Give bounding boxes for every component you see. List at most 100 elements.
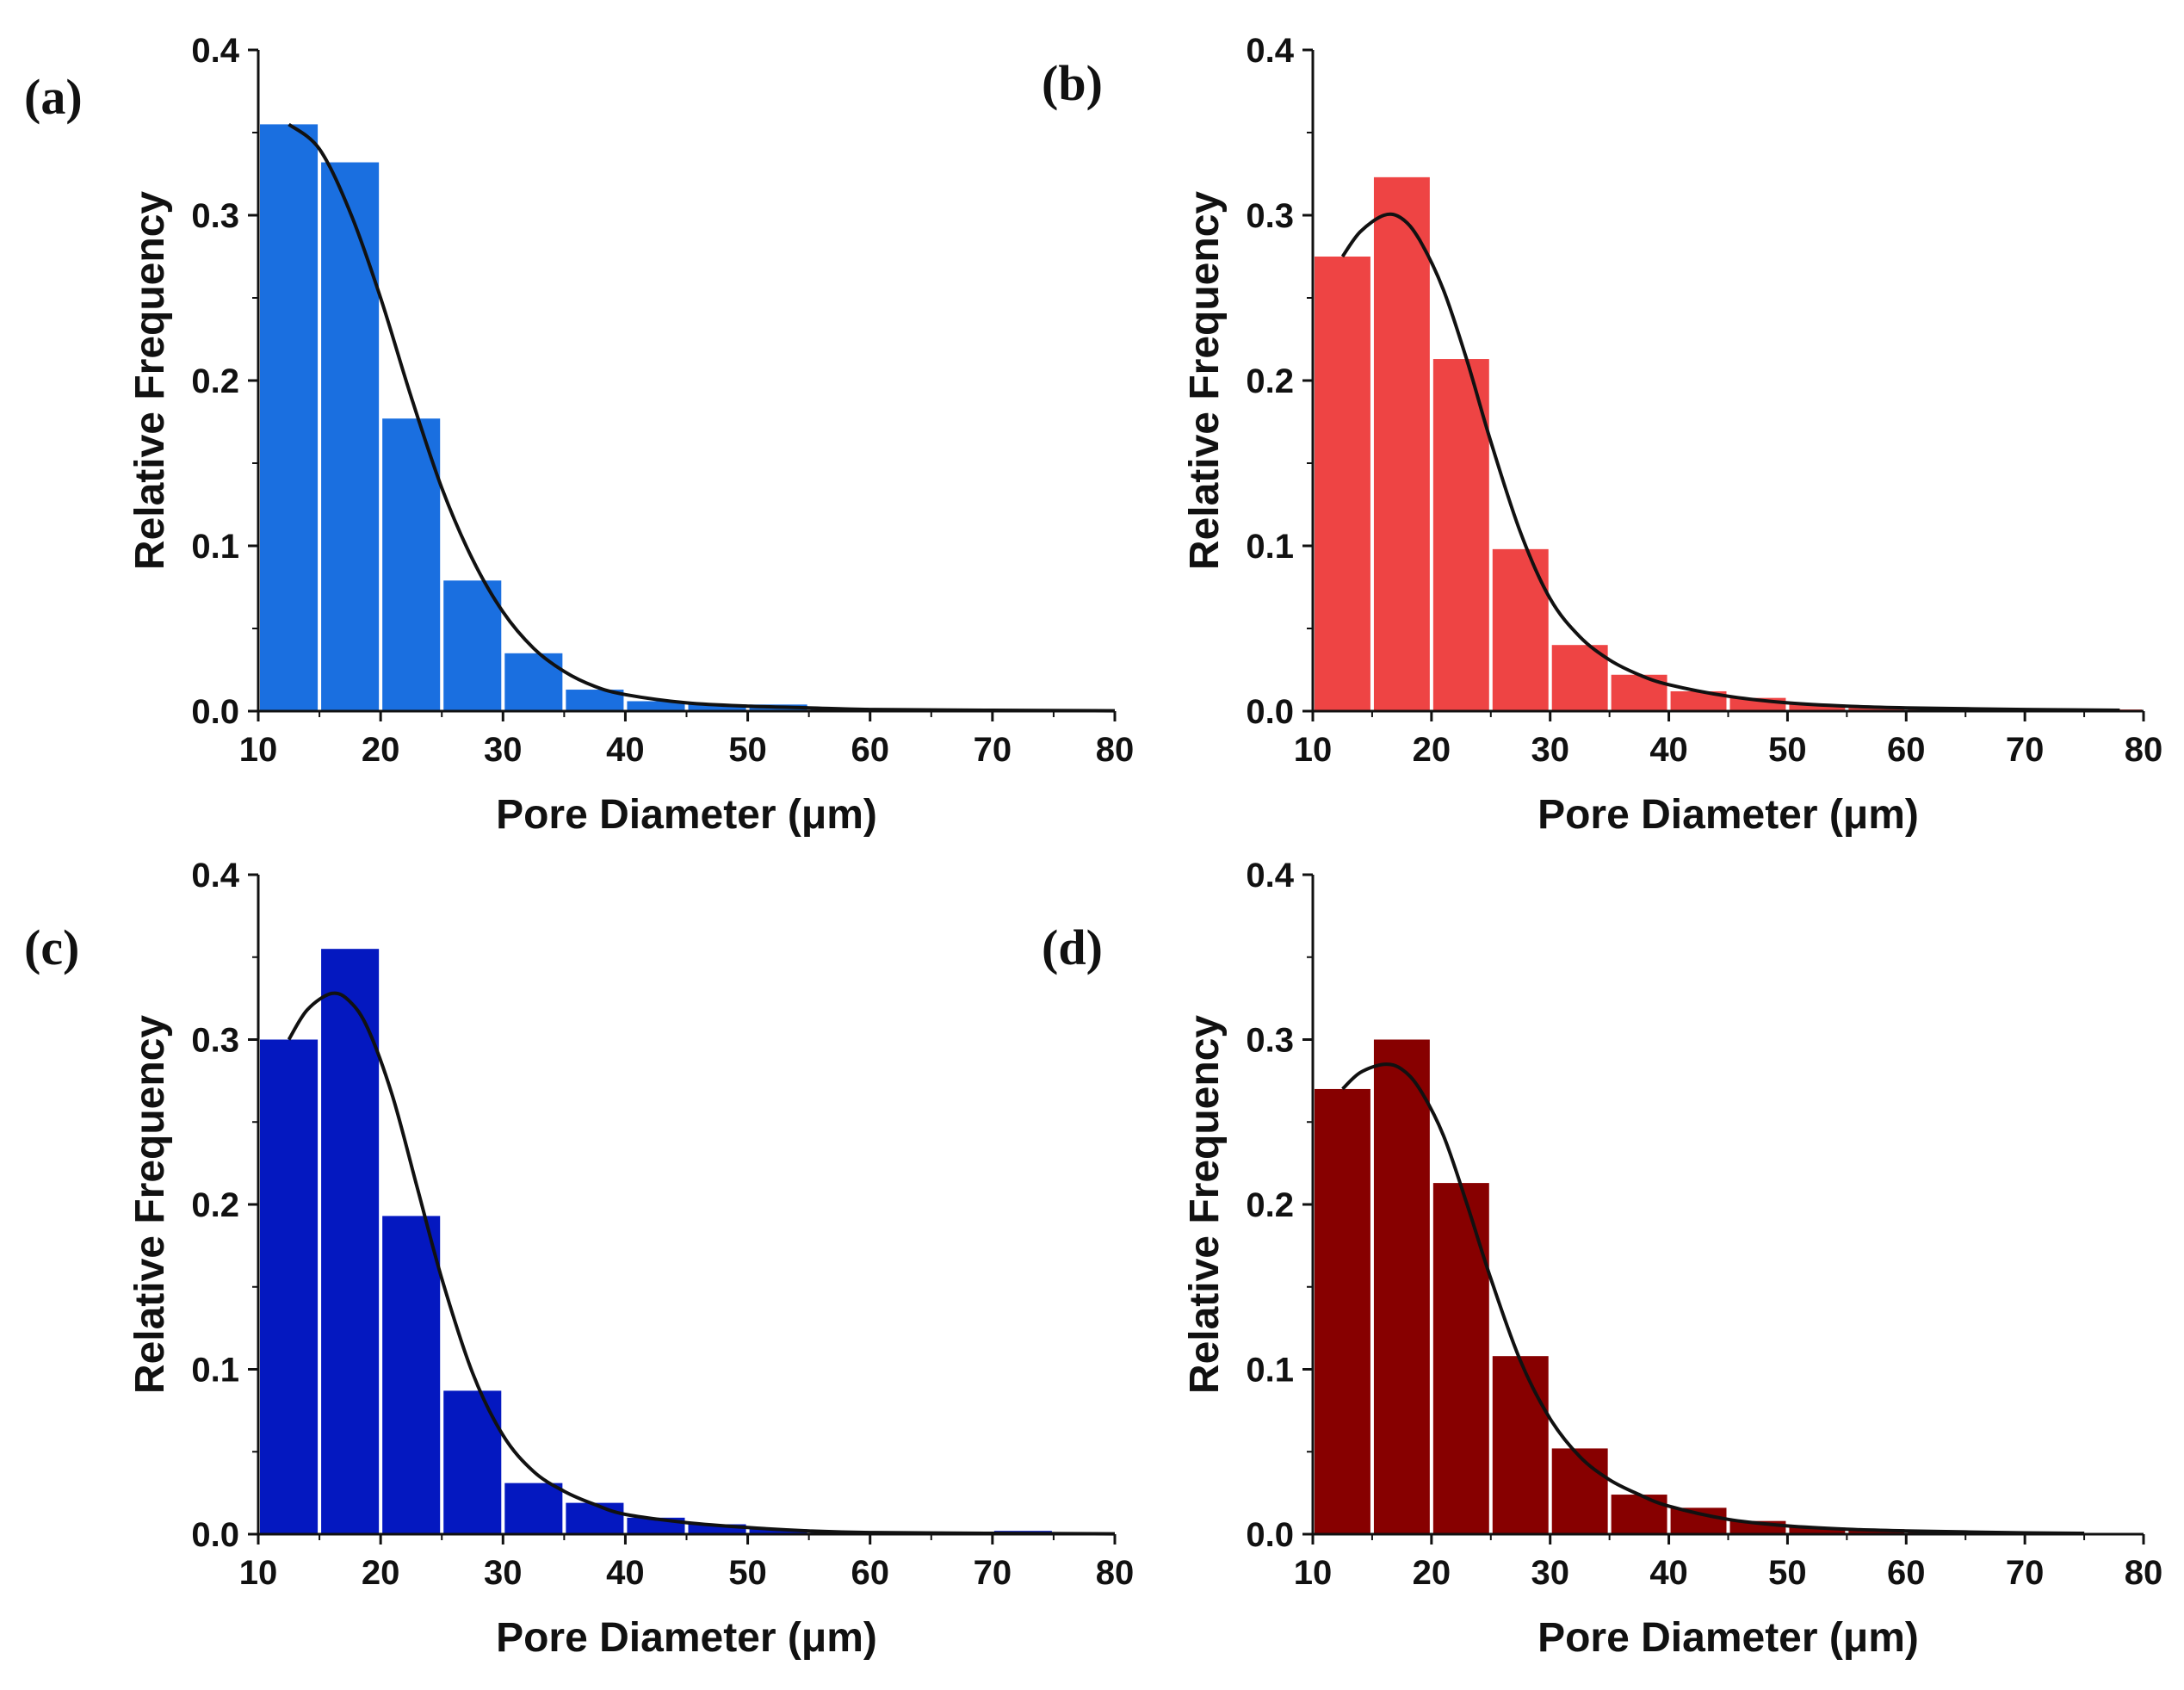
x-tick-label: 70 <box>974 731 1012 769</box>
histogram-bar <box>1551 1448 1608 1534</box>
histogram-bar <box>1432 359 1489 711</box>
histogram-bar <box>1789 704 1846 711</box>
histogram-bar <box>443 1390 502 1534</box>
chart-panel-1: 10 20 30 40 50 60 70 80 0.0 0.1 0.2 0.3 0.4 Pore Diam… <box>24 32 1134 838</box>
y-tick-label: 0.2 <box>1246 362 1294 400</box>
y-axis-title: Relative Frequency <box>127 1015 173 1394</box>
y-tick-label: 0.4 <box>191 857 239 895</box>
y-tick-label: 0.1 <box>1246 528 1294 566</box>
histogram-bar <box>1551 645 1608 711</box>
x-tick-label: 70 <box>2006 731 2045 769</box>
panel-label: (a) <box>24 69 83 125</box>
x-axis-title: Pore Diameter (μm) <box>1537 792 1919 838</box>
y-tick-label: 0.4 <box>1246 32 1294 70</box>
histogram-bar <box>504 1483 563 1534</box>
x-tick-label: 70 <box>974 1554 1012 1592</box>
y-tick-label: 0.2 <box>1246 1186 1294 1224</box>
chart-panel-3: 10 20 30 40 50 60 70 80 0.0 0.1 0.2 0.3 0.4 Pore Diam… <box>24 857 1134 1661</box>
histogram-bar <box>260 1039 319 1534</box>
y-tick-label: 0.0 <box>1246 1516 1294 1554</box>
x-tick-label: 10 <box>239 1554 278 1592</box>
histogram-bar <box>443 580 502 711</box>
x-tick-label: 80 <box>1096 1554 1135 1592</box>
histogram-bar <box>382 418 441 711</box>
panel-label: (d) <box>1042 919 1103 975</box>
y-tick-label: 0.1 <box>191 528 239 566</box>
chart-panel-4: 10 20 30 40 50 60 70 80 0.0 0.1 0.2 0.3 0.4 Pore Diam… <box>1042 857 2162 1661</box>
x-tick-label: 50 <box>1768 731 1807 769</box>
histogram-bar <box>1315 1088 1370 1534</box>
histogram-bar <box>688 704 746 711</box>
histogram-bar <box>1670 690 1727 711</box>
y-tick-label: 0.3 <box>1246 1022 1294 1060</box>
x-axis-title: Pore Diameter (μm) <box>496 1615 877 1661</box>
histogram-bar <box>1492 548 1549 711</box>
x-tick-label: 10 <box>1294 1554 1333 1592</box>
y-tick-label: 0.1 <box>1246 1352 1294 1390</box>
x-tick-label: 30 <box>484 731 523 769</box>
x-tick-label: 80 <box>1096 731 1135 769</box>
histogram-bar <box>1373 176 1430 712</box>
fit-curve <box>288 122 1116 713</box>
x-tick-label: 40 <box>1649 731 1688 769</box>
y-axis-title: Relative Frequency <box>1182 191 1228 570</box>
y-tick-label: 0.4 <box>1246 857 1294 895</box>
histogram-bar <box>321 949 380 1534</box>
x-tick-label: 20 <box>362 1554 400 1592</box>
fit-curve <box>1341 1062 2085 1535</box>
y-tick-label: 0.0 <box>191 693 239 731</box>
x-tick-label: 80 <box>2125 1554 2163 1592</box>
x-tick-label: 50 <box>728 731 767 769</box>
fit-curve <box>1340 212 2120 712</box>
histogram-bar <box>1611 1495 1667 1534</box>
histogram-bar <box>1432 1183 1489 1534</box>
panel-label: (b) <box>1042 55 1103 111</box>
x-tick-label: 40 <box>1649 1554 1688 1592</box>
y-tick-label: 0.3 <box>191 1022 239 1060</box>
histogram-bar <box>260 124 319 711</box>
y-tick-label: 0.1 <box>191 1352 239 1390</box>
x-tick-label: 80 <box>2125 731 2163 769</box>
x-tick-label: 40 <box>606 1554 645 1592</box>
histogram-bar <box>1848 708 1905 711</box>
x-tick-label: 60 <box>1887 731 1926 769</box>
y-tick-label: 0.0 <box>191 1516 239 1554</box>
chart-panel-2: 10 20 30 40 50 60 70 80 0.0 0.1 0.2 0.3 0.4 Pore Diam… <box>1042 32 2162 838</box>
y-tick-label: 0.3 <box>191 197 239 235</box>
histogram-bar <box>1315 257 1370 711</box>
y-tick-label: 0.2 <box>191 1186 239 1224</box>
x-tick-label: 50 <box>728 1554 767 1592</box>
y-tick-label: 0.3 <box>1246 197 1294 235</box>
x-tick-label: 60 <box>851 731 889 769</box>
x-tick-label: 30 <box>484 1554 523 1592</box>
y-axis-title: Relative Frequency <box>127 191 173 570</box>
x-tick-label: 10 <box>239 731 278 769</box>
histogram-bar <box>1670 1507 1727 1534</box>
histogram-bar <box>566 1502 624 1534</box>
x-tick-label: 50 <box>1768 1554 1807 1592</box>
y-tick-label: 0.2 <box>191 362 239 400</box>
fit-curve <box>287 991 1116 1536</box>
x-tick-label: 60 <box>851 1554 889 1592</box>
x-tick-label: 30 <box>1531 731 1569 769</box>
panel-label: (c) <box>24 919 79 975</box>
x-axis-title: Pore Diameter (μm) <box>1537 1615 1919 1661</box>
histogram-bar <box>1373 1039 1430 1534</box>
histogram-bar <box>504 653 563 711</box>
y-tick-label: 0.4 <box>191 32 239 70</box>
x-tick-label: 20 <box>1413 731 1451 769</box>
x-tick-label: 20 <box>1413 1554 1451 1592</box>
x-tick-label: 30 <box>1531 1554 1569 1592</box>
y-axis-title: Relative Frequency <box>1182 1015 1228 1394</box>
x-tick-label: 70 <box>2006 1554 2045 1592</box>
x-tick-label: 20 <box>362 731 400 769</box>
histogram-bar <box>1789 1527 1846 1534</box>
y-tick-label: 0.0 <box>1246 693 1294 731</box>
histogram-bar <box>382 1216 441 1534</box>
histogram-bar <box>688 1524 746 1534</box>
histogram-bar <box>627 701 685 711</box>
x-tick-label: 40 <box>606 731 645 769</box>
histogram-bar <box>321 162 380 711</box>
histogram-bar <box>1492 1356 1549 1534</box>
